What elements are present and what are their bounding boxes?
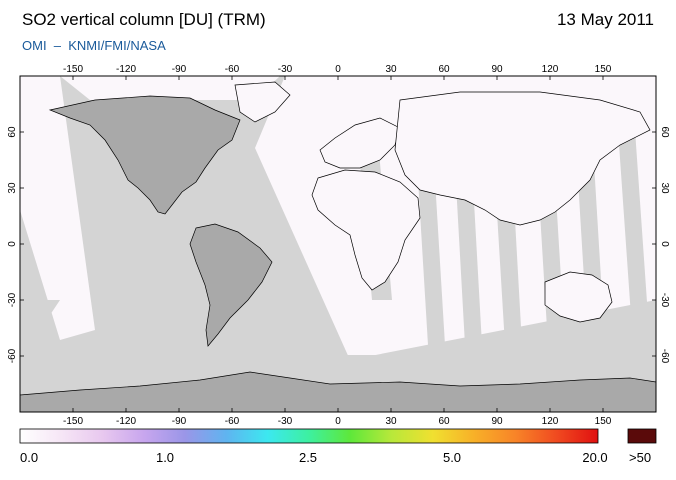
left-latitude-label: -30 [7,292,18,307]
top-longitude-label: -150 [63,64,83,75]
swath-region [60,76,280,100]
colorbar-label: 20.0 [582,450,608,465]
antarctica [20,371,656,412]
colorbar-label: 2.5 [298,450,318,465]
colorbar [19,428,599,444]
top-longitude-label: 60 [438,64,450,75]
data-source-label: OMI – KNMI/FMI/NASA [22,38,166,53]
left-latitude-label: 30 [7,182,18,194]
swath-region [20,76,95,340]
south-america [189,223,273,347]
asia [394,91,651,226]
bottom-longitude-label: -150 [63,416,83,427]
colorbar-label: 1.0 [155,450,175,465]
right-latitude-label: 0 [659,241,670,247]
axis-ticks: -150 -150 -120 -120 -90 -90 -60 -60 -30 -30 0 0 30 30… [7,64,670,427]
top-longitude-label: -60 [225,64,240,75]
bottom-longitude-label: 120 [542,416,559,427]
bottom-longitude-label: 60 [438,416,450,427]
bottom-longitude-label: -30 [278,416,293,427]
greenland [234,81,291,123]
bottom-longitude-label: -120 [116,416,136,427]
colorbar-overflow-label: >50 [629,450,652,465]
map-date: 13 May 2011 [556,10,654,29]
top-longitude-label: -90 [172,64,187,75]
australia [544,271,613,323]
africa [311,169,421,291]
left-latitude-label: 60 [7,126,18,138]
colorbar-label: 0.0 [20,450,39,465]
bottom-longitude-label: 90 [491,416,503,427]
top-longitude-label: -120 [116,64,136,75]
left-latitude-label: 0 [7,241,18,247]
bottom-longitude-label: -90 [172,416,187,427]
continents [20,81,656,412]
swath-gap [20,300,60,360]
europe [319,117,401,169]
colorbar-label: 5.0 [442,450,462,465]
right-latitude-label: 60 [659,126,670,138]
colorbar-overflow-box [627,428,657,444]
top-longitude-label: 120 [542,64,559,75]
north-america [48,95,241,215]
right-latitude-label: -60 [659,349,670,364]
right-latitude-label: -30 [659,293,670,308]
bottom-longitude-label: 0 [335,416,341,427]
left-latitude-label: -60 [7,348,18,363]
top-longitude-label: 90 [491,64,503,75]
bottom-longitude-label: 30 [385,416,397,427]
top-longitude-label: 0 [335,64,341,75]
swath-gap [618,130,650,345]
map-title: SO2 vertical column [DU] (TRM) [22,10,266,29]
top-longitude-label: 30 [385,64,397,75]
top-longitude-label: -30 [278,64,293,75]
bottom-longitude-label: 150 [595,416,612,427]
bottom-longitude-label: -60 [225,416,240,427]
right-latitude-label: 30 [659,182,670,194]
top-longitude-label: 150 [595,64,612,75]
